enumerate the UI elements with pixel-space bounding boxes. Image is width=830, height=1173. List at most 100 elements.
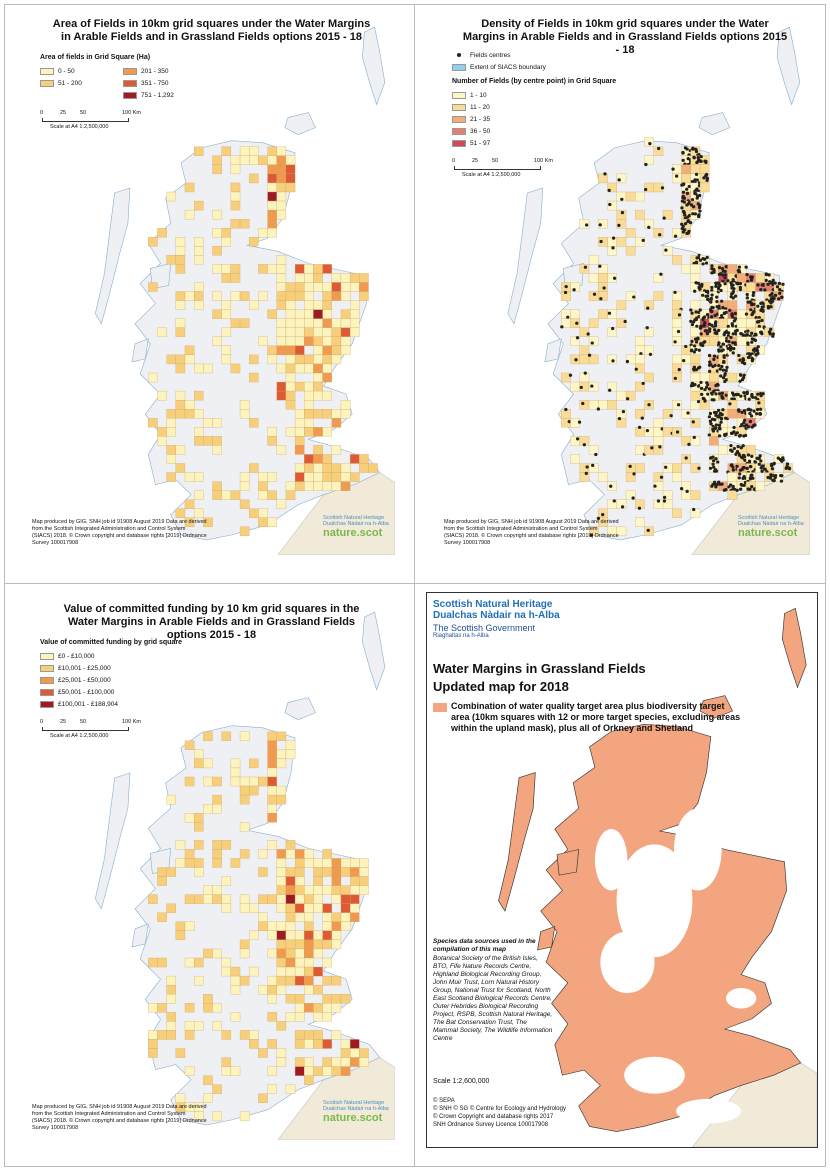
legend-label: 36 - 50 [470, 127, 491, 135]
grid-square [322, 1003, 332, 1013]
grid-square [653, 228, 664, 238]
grid-square [276, 182, 287, 193]
grid-square [607, 399, 617, 410]
field-centre [766, 475, 770, 480]
grid-square [184, 182, 195, 193]
grid-square [349, 876, 360, 886]
grid-square [285, 155, 296, 165]
grid-square [267, 776, 277, 787]
grid-square [212, 155, 222, 165]
grid-square [148, 894, 158, 904]
field-centre [745, 292, 749, 297]
grid-square [267, 182, 277, 193]
grid-square [340, 912, 351, 922]
grid-square [304, 975, 314, 986]
grid-square [359, 463, 369, 473]
grid-square [773, 291, 784, 301]
grid-square [148, 372, 158, 383]
field-centre [753, 460, 758, 464]
grid-square [258, 508, 268, 518]
scale-tick: 0 [40, 719, 44, 725]
grid-square [570, 282, 580, 292]
legend-swatch [452, 139, 466, 147]
grid-square [249, 354, 259, 365]
field-centre [692, 435, 696, 439]
grid-square [304, 454, 314, 464]
field-centre [587, 353, 592, 357]
grid-square [736, 273, 747, 283]
field-centre [714, 284, 718, 288]
grid-square [598, 399, 608, 410]
field-centre [683, 213, 687, 217]
grid-square [285, 994, 296, 1004]
grid-square [267, 984, 277, 995]
field-centre [735, 328, 739, 332]
grid-square [230, 767, 241, 778]
field-centre [748, 411, 752, 416]
field-centre [744, 333, 748, 337]
grid-square [212, 445, 222, 455]
grid-square [635, 191, 645, 202]
grid-square [239, 903, 250, 913]
field-centre [741, 357, 745, 361]
grid-square [258, 336, 268, 346]
grid-square [285, 921, 296, 931]
field-centre [747, 397, 751, 401]
field-centre [729, 295, 733, 299]
grid-square [249, 758, 259, 769]
map-panel: Area of Fields in 10km grid squares unde… [28, 12, 395, 555]
field-centre [778, 287, 782, 292]
grid-square [625, 490, 636, 500]
legend-label: £10,001 - £25,000 [58, 664, 111, 672]
field-centre [757, 401, 761, 405]
grid-square [166, 794, 176, 805]
field-centre [759, 466, 763, 470]
grid-square [304, 282, 314, 292]
grid-square [727, 472, 738, 482]
grid-square [304, 291, 314, 301]
grid-square [203, 803, 213, 814]
field-centre [697, 310, 701, 314]
grid-square [662, 499, 673, 509]
island [94, 187, 131, 325]
scale-label: Scale at A4 1:2,500,000 [50, 124, 109, 130]
grid-square [653, 291, 664, 301]
legend-label: £50,001 - £100,000 [58, 688, 115, 696]
grid-square [331, 1030, 342, 1040]
legend-swatch [40, 688, 54, 696]
grid-square [598, 218, 608, 229]
field-centre [742, 483, 746, 487]
island [556, 849, 580, 876]
grid-square [294, 903, 305, 913]
field-centre [698, 365, 702, 369]
grid-square [166, 994, 176, 1004]
field-centre [676, 329, 681, 334]
grid-square [304, 903, 314, 913]
grid-square [313, 363, 323, 374]
grid-square [304, 463, 314, 473]
grid-square [285, 481, 296, 491]
grid-square [331, 418, 342, 428]
field-centre [611, 236, 616, 240]
field-centre [769, 305, 773, 309]
grid-square [194, 409, 204, 419]
grid-square [258, 1093, 268, 1103]
field-centre [743, 458, 747, 462]
grid-square [285, 291, 296, 301]
grid-square [148, 418, 158, 428]
grid-square [184, 345, 195, 356]
field-centre [773, 475, 777, 480]
grid-square [166, 1021, 176, 1031]
scale-tick: 50 [492, 158, 499, 164]
field-centre [767, 330, 772, 334]
field-centre [718, 367, 722, 371]
field-centre [602, 286, 606, 290]
grid-square [175, 409, 186, 419]
field-centre [721, 279, 725, 283]
grid-square [184, 399, 195, 410]
grid-square [294, 327, 305, 337]
field-centre [750, 356, 754, 360]
grid-square [644, 427, 654, 437]
grid-square [681, 264, 691, 274]
grid-square [157, 436, 167, 446]
